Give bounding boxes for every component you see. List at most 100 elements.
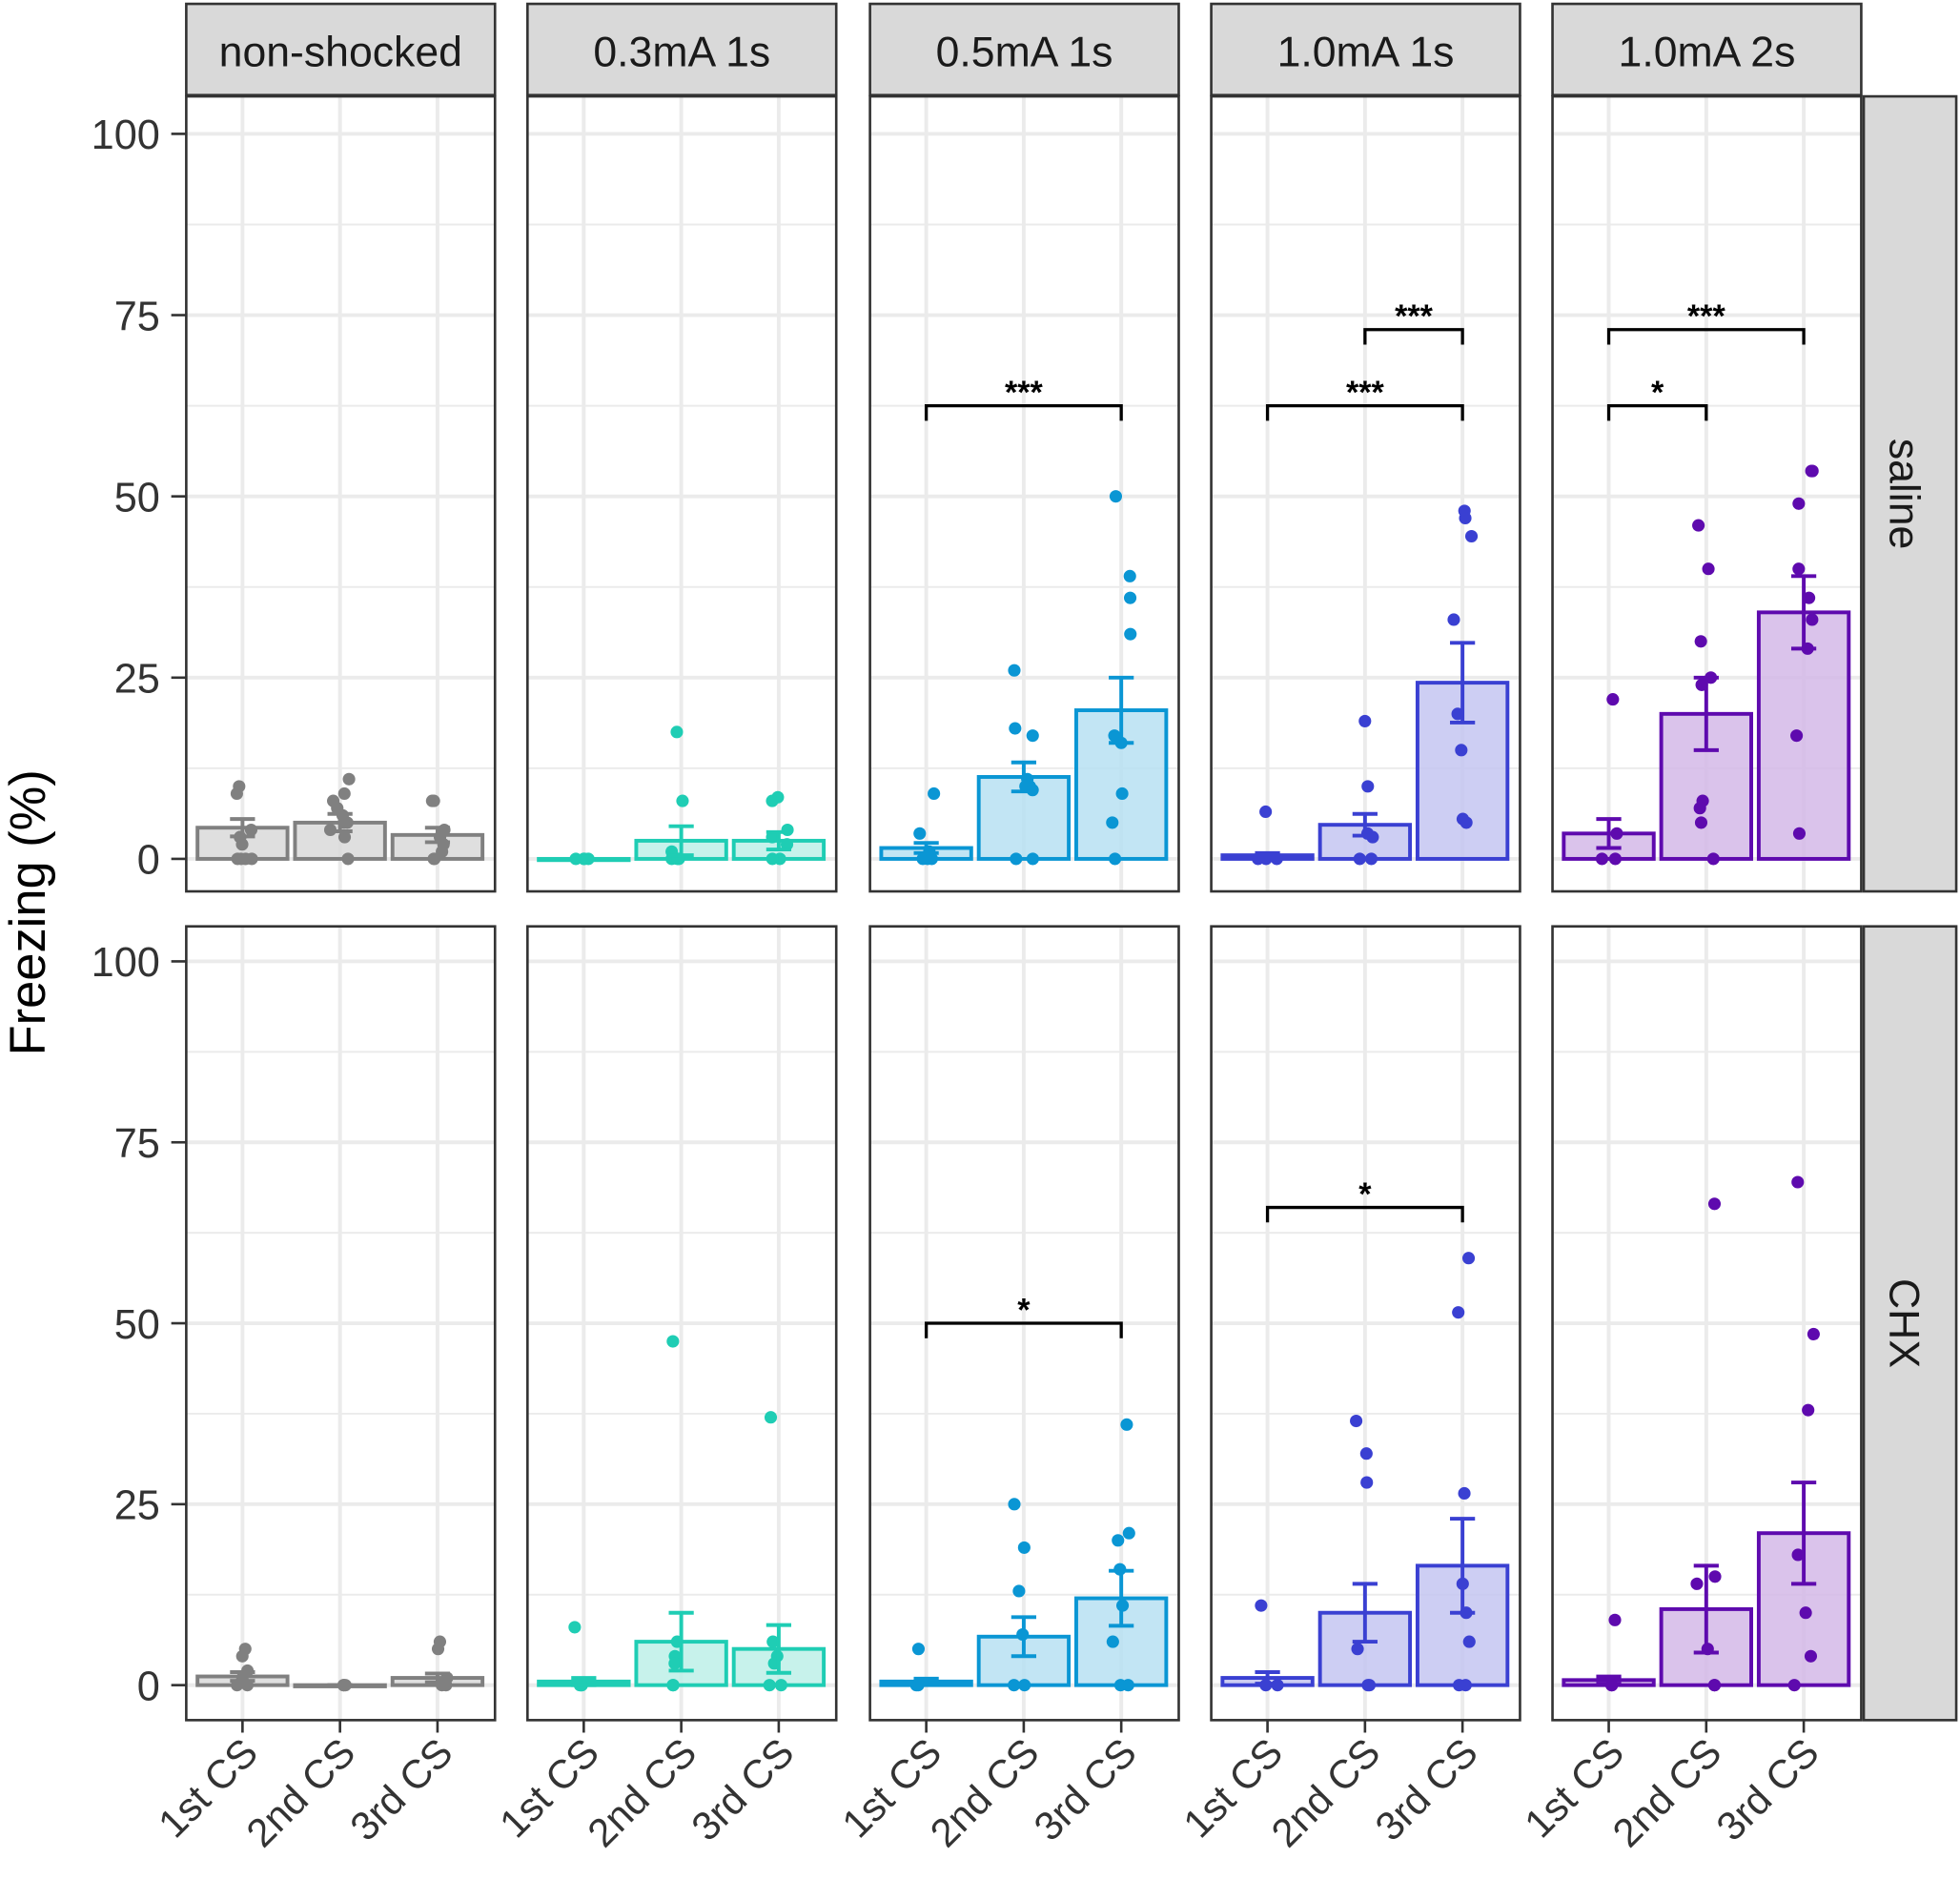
data-point [1106,816,1119,829]
data-point [916,852,929,866]
data-point [1124,627,1137,641]
data-point [1008,1498,1021,1511]
data-point [341,852,355,866]
data-point [1026,729,1039,743]
facet-strip [526,2,838,97]
data-point [235,852,248,866]
data-point [1112,1534,1125,1547]
data-point [1458,1486,1471,1501]
data-point [1610,827,1623,840]
data-point [1806,464,1819,478]
panel-border [868,94,1180,893]
data-point [1360,1476,1374,1489]
data-point [1010,852,1023,866]
data-point [337,786,351,801]
data-point [668,1657,682,1670]
y-tick-label: 50 [114,1302,160,1348]
data-point [1708,1570,1722,1583]
significance-bracket [1363,328,1464,345]
data-point [1359,1447,1373,1460]
facet-strip-label: non-shocked [219,30,462,76]
data-point [1008,1679,1021,1692]
facet-strip-label: 1.0mA 2s [1619,30,1796,76]
data-point [235,838,249,851]
data-point [1364,852,1378,866]
significance-label: * [1358,1176,1372,1213]
data-point [1255,1599,1268,1612]
facet-strip [185,2,497,97]
data-point [1026,852,1039,866]
panel-border [185,94,497,893]
data-point [1694,635,1707,648]
facet-strip-label: saline [1881,439,1928,549]
panel-border [1551,94,1863,893]
panel-border [526,94,838,893]
data-point [1791,1175,1805,1189]
data-point [327,794,340,807]
data-point [1018,1679,1031,1692]
x-tick-label: 3rd CS [341,1729,461,1849]
facet-strip [1210,2,1521,97]
data-point [1692,519,1705,532]
facet-strip-label: CHX [1881,1278,1928,1368]
x-tick-label: 3rd CS [683,1729,803,1849]
data-point [436,845,449,858]
x-tick-label: 3rd CS [1366,1729,1486,1849]
data-point [780,838,794,851]
data-point [1707,1197,1722,1211]
y-axis-label: Freezing (%) [1,769,56,1055]
data-point [1694,816,1708,829]
significance-label: * [1017,1292,1031,1328]
data-point [1113,1679,1127,1692]
y-tick-label: 25 [114,1483,160,1529]
data-point [1708,1679,1722,1692]
data-point [1702,562,1715,576]
y-tick-label: 75 [114,1121,160,1167]
facet-strip-label: 0.3mA 1s [593,30,770,76]
x-tick-label: 3rd CS [1707,1729,1827,1849]
x-tick-label: 2nd CS [921,1729,1047,1855]
data-point [1806,613,1819,626]
significance-label: *** [1395,298,1434,335]
data-point [1608,852,1622,866]
data-point [337,830,352,844]
data-point [1350,1414,1363,1428]
data-point [1706,852,1720,866]
data-point [766,1635,780,1648]
data-point [1115,786,1129,801]
data-point [1787,1679,1801,1692]
data-point [1804,1649,1818,1663]
y-tick-label: 75 [114,294,160,339]
data-point [431,1643,445,1656]
data-point [1358,714,1372,727]
data-point [1690,1577,1704,1590]
data-point [1802,1403,1815,1417]
data-point [670,725,684,739]
data-point [1792,497,1806,510]
data-point [1790,729,1804,743]
data-point [766,852,779,866]
data-point [1123,569,1136,582]
y-tick-label: 100 [92,112,160,158]
significance-bracket [1265,403,1464,421]
data-point [1461,1252,1476,1265]
significance-bracket [924,403,1123,421]
data-point [1008,664,1021,677]
data-point [1361,1679,1375,1692]
data-point [1807,1327,1820,1340]
x-tick-label: 3rd CS [1025,1729,1145,1849]
data-point [1017,1541,1031,1554]
significance-label: *** [1687,298,1726,335]
data-point [1361,780,1375,793]
x-tick-label: 2nd CS [1603,1729,1729,1855]
data-point [1608,1613,1622,1626]
data-point [764,1411,778,1424]
y-tick-label: 0 [137,838,160,884]
data-point [427,852,440,866]
significance-bracket [1606,328,1806,345]
data-point [1120,1418,1133,1431]
data-point [913,827,927,840]
data-point [1452,1306,1465,1319]
data-point [230,786,243,801]
